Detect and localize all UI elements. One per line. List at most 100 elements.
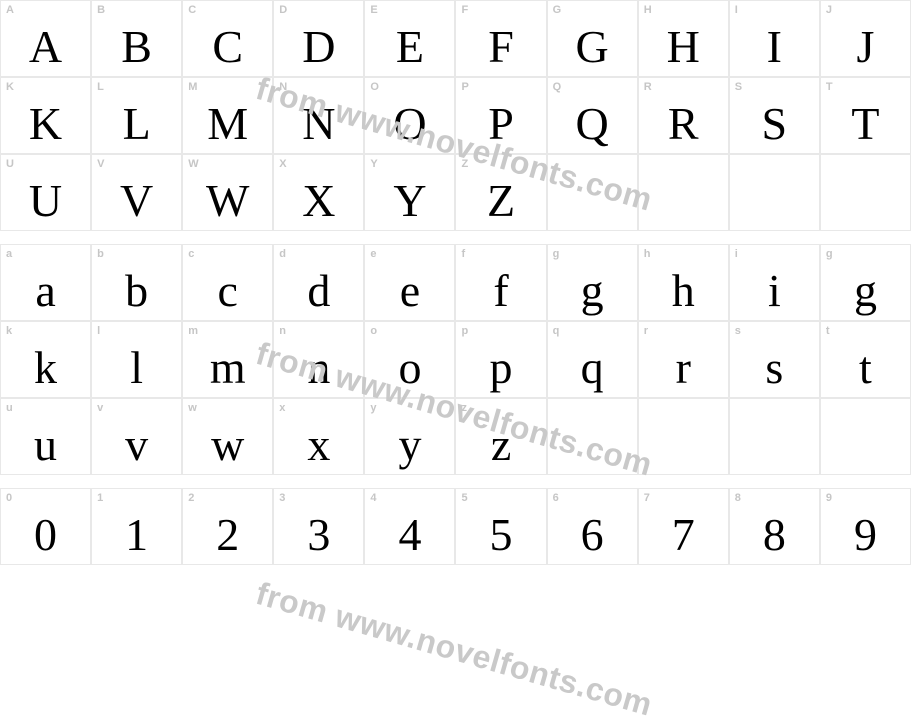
glyph: k (1, 345, 90, 391)
glyph-label: Z (461, 158, 468, 170)
glyph-cell: CC (182, 0, 273, 77)
section-gap (0, 231, 911, 244)
glyph: B (92, 24, 181, 70)
glyph-cell: oo (364, 321, 455, 398)
glyph-cell: VV (91, 154, 182, 231)
glyph-cell: YY (364, 154, 455, 231)
glyph-label: k (6, 325, 12, 337)
glyph: I (730, 24, 819, 70)
glyph-cell: zz (455, 398, 546, 475)
glyph-label: I (735, 4, 738, 16)
glyph-cell: JJ (820, 0, 911, 77)
glyph: y (365, 422, 454, 468)
glyph-cell: PP (455, 77, 546, 154)
glyph-cell: vv (91, 398, 182, 475)
glyph-label: T (826, 81, 833, 93)
glyph-label: G (553, 4, 562, 16)
glyph: g (548, 268, 637, 314)
glyph-cell: nn (273, 321, 364, 398)
glyph-cell: 88 (729, 488, 820, 565)
glyph: u (1, 422, 90, 468)
glyph: J (821, 24, 910, 70)
glyph-cell: yy (364, 398, 455, 475)
glyph: o (365, 345, 454, 391)
glyph: n (274, 345, 363, 391)
glyph-label: O (370, 81, 379, 93)
glyph: t (821, 345, 910, 391)
glyph-cell-empty (820, 154, 911, 231)
glyph-label: K (6, 81, 14, 93)
glyph-label: 8 (735, 492, 741, 504)
glyph: G (548, 24, 637, 70)
glyph: m (183, 345, 272, 391)
glyph-cell: hh (638, 244, 729, 321)
glyph-label: W (188, 158, 198, 170)
glyph: x (274, 422, 363, 468)
glyph-label: x (279, 402, 285, 414)
glyph: 8 (730, 512, 819, 558)
glyph: 9 (821, 512, 910, 558)
glyph-label: a (6, 248, 12, 260)
glyph: D (274, 24, 363, 70)
glyph: h (639, 268, 728, 314)
glyph: C (183, 24, 272, 70)
glyph-cell-empty (729, 398, 820, 475)
glyph-label: w (188, 402, 197, 414)
glyph-cell: pp (455, 321, 546, 398)
glyph-label: J (826, 4, 832, 16)
glyph-cell-empty (547, 398, 638, 475)
glyph-cell: bb (91, 244, 182, 321)
glyph: f (456, 268, 545, 314)
glyph: 7 (639, 512, 728, 558)
glyph-label: h (644, 248, 651, 260)
glyph: q (548, 345, 637, 391)
glyph-label: v (97, 402, 103, 414)
glyph: g (821, 268, 910, 314)
watermark: from www.novelfonts.com (252, 575, 657, 724)
glyph-cell: ss (729, 321, 820, 398)
glyph-label: F (461, 4, 468, 16)
glyph-label: s (735, 325, 741, 337)
glyph-label: V (97, 158, 104, 170)
glyph-cell: 66 (547, 488, 638, 565)
glyph-label: H (644, 4, 652, 16)
glyph-label: e (370, 248, 376, 260)
glyph-cell: LL (91, 77, 182, 154)
glyph: O (365, 101, 454, 147)
glyph-cell: cc (182, 244, 273, 321)
glyph-cell: 22 (182, 488, 273, 565)
glyph: L (92, 101, 181, 147)
glyph-label: A (6, 4, 14, 16)
glyph-cell: 44 (364, 488, 455, 565)
glyph-label: u (6, 402, 13, 414)
glyph-label: n (279, 325, 286, 337)
glyph-cell: RR (638, 77, 729, 154)
glyph-cell: dd (273, 244, 364, 321)
glyph-cell: OO (364, 77, 455, 154)
glyph: b (92, 268, 181, 314)
glyph: F (456, 24, 545, 70)
glyph-cell-empty (638, 398, 729, 475)
section-gap (0, 475, 911, 488)
glyph-cell: kk (0, 321, 91, 398)
glyph-label: 1 (97, 492, 103, 504)
glyph-cell-empty (547, 154, 638, 231)
glyph: U (1, 178, 90, 224)
glyph-label: Q (553, 81, 562, 93)
glyph-cell: EE (364, 0, 455, 77)
glyph: l (92, 345, 181, 391)
glyph: a (1, 268, 90, 314)
section-lowercase: aabbccddeeffgghhiiggkkllmmnnooppqqrrsstt… (0, 244, 911, 475)
glyph: K (1, 101, 90, 147)
glyph-label: 4 (370, 492, 376, 504)
glyph-cell: ZZ (455, 154, 546, 231)
glyph-label: c (188, 248, 194, 260)
glyph-label: X (279, 158, 286, 170)
glyph: v (92, 422, 181, 468)
glyph-cell: mm (182, 321, 273, 398)
glyph-label: B (97, 4, 105, 16)
glyph-cell: KK (0, 77, 91, 154)
glyph-cell-empty (820, 398, 911, 475)
glyph-label: D (279, 4, 287, 16)
glyph-cell: 77 (638, 488, 729, 565)
